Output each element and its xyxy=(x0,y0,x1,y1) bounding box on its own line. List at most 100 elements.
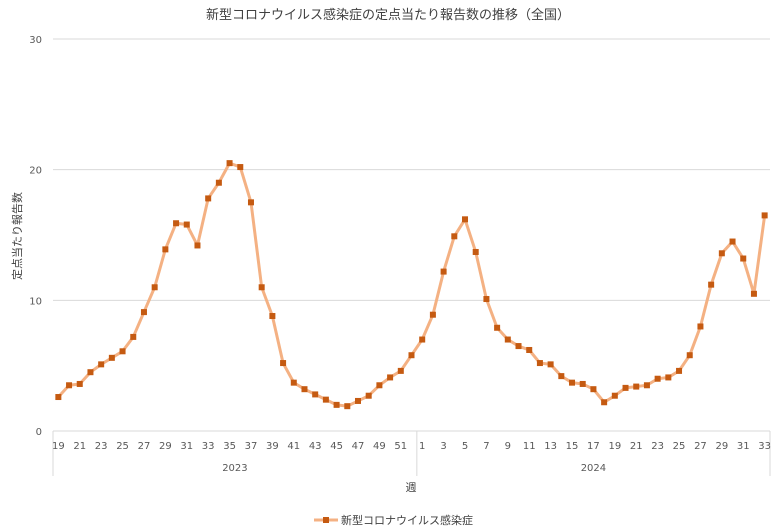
x-tick-label: 27 xyxy=(694,441,707,452)
y-axis-title: 定点当たり報告数 xyxy=(10,192,24,280)
x-tick-label: 23 xyxy=(95,441,108,452)
x-tick-label: 49 xyxy=(373,441,386,452)
data-point xyxy=(237,164,244,171)
data-point xyxy=(301,386,308,393)
data-point xyxy=(536,360,543,367)
data-point xyxy=(98,361,105,368)
x-tick-label: 13 xyxy=(544,441,557,452)
data-point xyxy=(108,354,115,361)
data-point xyxy=(333,401,340,408)
data-point xyxy=(622,384,629,391)
year-label: 2023 xyxy=(222,463,247,474)
data-point xyxy=(515,343,522,350)
x-tick-label: 43 xyxy=(309,441,322,452)
data-point xyxy=(643,382,650,389)
x-axis xyxy=(52,430,771,476)
x-tick-label: 31 xyxy=(737,441,750,452)
legend-marker xyxy=(323,517,329,523)
data-point xyxy=(376,382,383,389)
data-point xyxy=(547,361,554,368)
data-point xyxy=(247,199,254,206)
data-point xyxy=(151,284,158,291)
legend-label: 新型コロナウイルス感染症 xyxy=(341,513,473,527)
x-tick-labels: 19 21 23 25 27 29 31 33 35 37 39 41 43 45 47 49 51 1 3 5 7 9 1… xyxy=(52,441,771,452)
x-tick-label: 33 xyxy=(758,441,771,452)
data-point xyxy=(676,367,683,374)
data-point xyxy=(740,255,747,262)
year-labels: 2023 2024 xyxy=(222,463,606,474)
data-point xyxy=(194,242,201,249)
data-point xyxy=(718,250,725,257)
x-tick-label: 31 xyxy=(180,441,193,452)
x-tick-label: 45 xyxy=(330,441,343,452)
data-point xyxy=(590,386,597,393)
data-point xyxy=(472,248,479,255)
x-tick-label: 11 xyxy=(523,441,536,452)
data-point xyxy=(429,311,436,318)
data-point xyxy=(269,313,276,320)
x-tick-label: 9 xyxy=(505,441,511,452)
x-tick-label: 1 xyxy=(419,441,425,452)
x-tick-label: 35 xyxy=(223,441,236,452)
data-point xyxy=(215,179,222,186)
data-point xyxy=(761,212,768,219)
x-tick-label: 23 xyxy=(651,441,664,452)
x-axis-title: 週 xyxy=(406,481,417,494)
data-point xyxy=(504,336,511,343)
data-point xyxy=(322,396,329,403)
x-tick-label: 21 xyxy=(73,441,86,452)
data-point xyxy=(633,383,640,390)
y-tick-labels: 0 10 20 30 xyxy=(29,35,42,438)
data-point xyxy=(462,216,469,223)
y-tick-label: 20 xyxy=(29,166,42,177)
x-tick-label: 41 xyxy=(287,441,300,452)
x-tick-label: 29 xyxy=(715,441,728,452)
plot-area xyxy=(55,160,768,410)
data-point xyxy=(290,379,297,386)
gridlines xyxy=(53,38,770,432)
x-tick-label: 5 xyxy=(462,441,468,452)
x-tick-label: 27 xyxy=(138,441,151,452)
data-point xyxy=(708,281,715,288)
x-tick-label: 51 xyxy=(394,441,407,452)
data-point xyxy=(258,284,265,291)
y-tick-label: 0 xyxy=(36,427,42,438)
x-tick-label: 37 xyxy=(245,441,258,452)
data-point xyxy=(494,324,501,331)
data-point xyxy=(354,397,361,404)
data-point xyxy=(654,375,661,382)
data-point xyxy=(162,246,169,253)
data-point xyxy=(205,195,212,202)
data-point xyxy=(686,352,693,359)
data-point xyxy=(451,233,458,240)
data-point xyxy=(173,220,180,227)
data-point xyxy=(601,399,608,406)
data-point xyxy=(665,374,672,381)
x-tick-label: 39 xyxy=(266,441,279,452)
x-tick-label: 29 xyxy=(159,441,172,452)
data-point xyxy=(140,309,147,316)
data-point xyxy=(419,336,426,343)
x-tick-label: 15 xyxy=(566,441,579,452)
data-point xyxy=(483,296,490,303)
x-tick-label: 25 xyxy=(673,441,686,452)
x-tick-label: 19 xyxy=(608,441,621,452)
data-point xyxy=(750,290,757,297)
y-tick-label: 10 xyxy=(29,296,42,307)
data-point xyxy=(697,323,704,330)
data-point xyxy=(558,373,565,380)
data-point xyxy=(226,160,233,167)
data-point xyxy=(183,221,190,228)
x-tick-label: 7 xyxy=(483,441,489,452)
data-point xyxy=(344,403,351,410)
data-point xyxy=(119,348,126,355)
data-point xyxy=(408,352,415,359)
x-tick-label: 25 xyxy=(116,441,129,452)
year-label: 2024 xyxy=(581,463,606,474)
x-tick-label: 19 xyxy=(52,441,65,452)
x-tick-label: 33 xyxy=(202,441,215,452)
data-point xyxy=(611,392,618,399)
x-tick-label: 47 xyxy=(352,441,365,452)
series-line xyxy=(57,161,767,408)
x-tick-label: 3 xyxy=(440,441,446,452)
